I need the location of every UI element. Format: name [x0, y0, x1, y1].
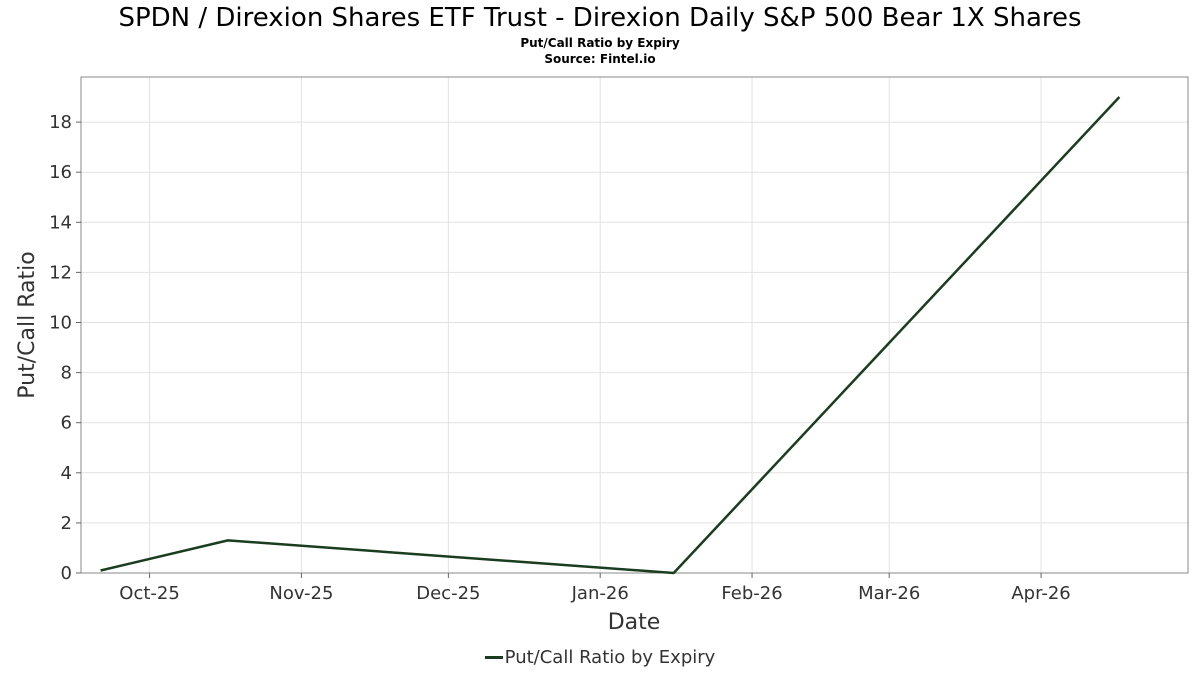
x-tick-label: Jan-26 [571, 583, 629, 604]
legend-line-swatch [484, 656, 503, 659]
legend[interactable]: Put/Call Ratio by Expiry [0, 647, 1200, 668]
grid-lines [81, 77, 1188, 574]
y-tick-label: 4 [61, 463, 72, 484]
y-tick-label: 6 [61, 413, 72, 434]
series-layer [100, 96, 1121, 575]
x-tick-label: Nov-25 [269, 583, 333, 604]
chart-title: SPDN / Direxion Shares ETF Trust - Direx… [118, 3, 1082, 33]
y-tick-label: 10 [49, 312, 72, 333]
y-tick-label: 16 [49, 162, 72, 183]
y-tick-label: 2 [61, 513, 72, 534]
x-tick-label: Apr-26 [1011, 583, 1070, 604]
series-line [100, 96, 1121, 575]
plot-area-frame [80, 76, 1189, 574]
x-tick-label: Mar-26 [858, 583, 920, 604]
y-axis-title: Put/Call Ratio [15, 251, 40, 398]
y-tick-label: 8 [61, 363, 72, 384]
x-tick-label: Feb-26 [721, 583, 782, 604]
chart-subtitle: Put/Call Ratio by Expiry [520, 36, 680, 50]
chart-source: Source: Fintel.io [544, 52, 656, 66]
x-tick-label: Oct-25 [119, 583, 180, 604]
y-tick-label: 18 [49, 112, 72, 133]
x-axis-ticks: Oct-25 Nov-25 Dec-25 Jan-26 Feb-26 Mar-26 Apr-… [119, 573, 1071, 604]
x-axis-title: Date [608, 610, 661, 635]
legend-label: Put/Call Ratio by Expiry [504, 647, 716, 668]
y-axis-ticks: 0 2 4 6 8 10 12 14 16 18 [49, 112, 81, 584]
y-tick-label: 12 [49, 262, 72, 283]
x-tick-label: Dec-25 [416, 583, 480, 604]
y-tick-label: 14 [49, 212, 72, 233]
y-tick-label: 0 [61, 563, 72, 584]
